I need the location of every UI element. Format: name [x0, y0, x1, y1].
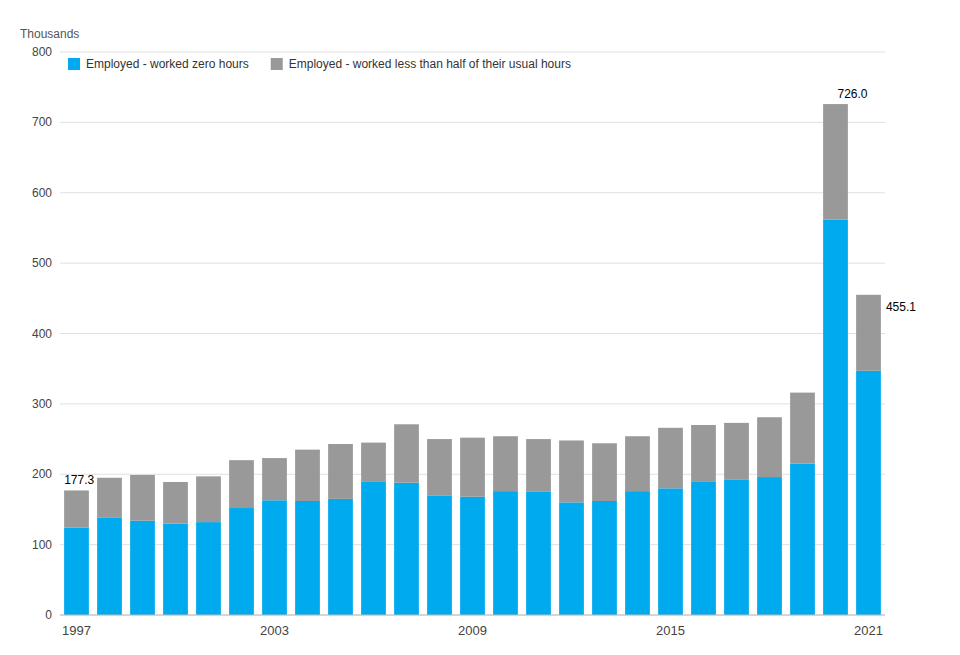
legend: Employed - worked zero hours Employed - w…: [68, 57, 571, 71]
bar: [427, 439, 452, 495]
bar: [295, 450, 320, 501]
bar: [658, 428, 683, 489]
legend-swatch: [68, 58, 80, 70]
bar: [856, 371, 881, 615]
bar: [493, 491, 518, 615]
bar: [823, 104, 848, 219]
y-tick-label: 100: [32, 538, 52, 552]
bar: [130, 475, 155, 521]
bar: [559, 502, 584, 615]
bar: [262, 458, 287, 500]
bar: [295, 501, 320, 615]
bar: [394, 424, 419, 482]
bar: [361, 443, 386, 482]
annotation: 177.3: [64, 473, 94, 487]
bar: [526, 492, 551, 615]
bar: [163, 482, 188, 524]
annotation: 455.1: [886, 300, 916, 314]
bar: [757, 417, 782, 477]
bar: [328, 444, 353, 499]
grid-line: [60, 122, 885, 123]
grid-line: [60, 615, 885, 616]
bar: [493, 436, 518, 491]
x-axis-line: [60, 615, 885, 616]
bar: [592, 443, 617, 501]
bars: [64, 104, 881, 615]
bar: [64, 528, 89, 615]
bar: [691, 425, 716, 481]
bar: [724, 423, 749, 480]
bar: [229, 508, 254, 615]
y-tick-label: 600: [32, 186, 52, 200]
y-tick-label: 800: [32, 45, 52, 59]
bar: [460, 438, 485, 497]
bar: [163, 524, 188, 615]
bar: [262, 500, 287, 615]
bar: [229, 460, 254, 508]
bar: [64, 490, 89, 527]
x-tick-label: 2021: [854, 623, 883, 638]
bar: [790, 393, 815, 464]
bar: [394, 483, 419, 615]
grid-line: [60, 333, 885, 334]
grid-line: [60, 192, 885, 193]
bar: [97, 518, 122, 615]
bar: [196, 476, 221, 522]
background: [0, 0, 960, 655]
x-tick-label: 2015: [656, 623, 685, 638]
bar: [757, 477, 782, 615]
chart: 0 100 200 300 400 500 600 700 800 Thousands 1997 20…: [0, 0, 960, 655]
bar: [328, 499, 353, 615]
legend-label: Employed - worked less than half of thei…: [289, 57, 571, 71]
x-tick-label: 2003: [260, 623, 289, 638]
bar: [592, 501, 617, 615]
bar: [526, 439, 551, 492]
grid: [60, 52, 885, 615]
grid-line: [60, 52, 885, 53]
y-tick-label: 0: [45, 608, 52, 622]
y-tick-label: 500: [32, 256, 52, 270]
bar: [856, 295, 881, 371]
bar: [460, 497, 485, 615]
grid-line: [60, 263, 885, 264]
bar: [427, 495, 452, 615]
bar: [658, 488, 683, 615]
legend-label: Employed - worked zero hours: [86, 57, 249, 71]
bar: [361, 481, 386, 615]
annotation: 726.0: [838, 87, 868, 101]
y-axis-label: Thousands: [20, 27, 79, 41]
bar: [625, 491, 650, 615]
grid-line: [60, 403, 885, 404]
bar: [559, 440, 584, 502]
bar: [130, 521, 155, 615]
bar: [196, 522, 221, 615]
bar: [724, 480, 749, 615]
y-tick-label: 300: [32, 397, 52, 411]
y-tick-label: 400: [32, 327, 52, 341]
legend-swatch: [271, 58, 283, 70]
bar: [691, 481, 716, 615]
x-tick-label: 2009: [458, 623, 487, 638]
bar: [790, 464, 815, 615]
x-tick-label: 1997: [62, 623, 91, 638]
bar: [823, 219, 848, 615]
bar: [97, 478, 122, 518]
y-tick-label: 700: [32, 115, 52, 129]
bar: [625, 436, 650, 491]
y-tick-label: 200: [32, 467, 52, 481]
